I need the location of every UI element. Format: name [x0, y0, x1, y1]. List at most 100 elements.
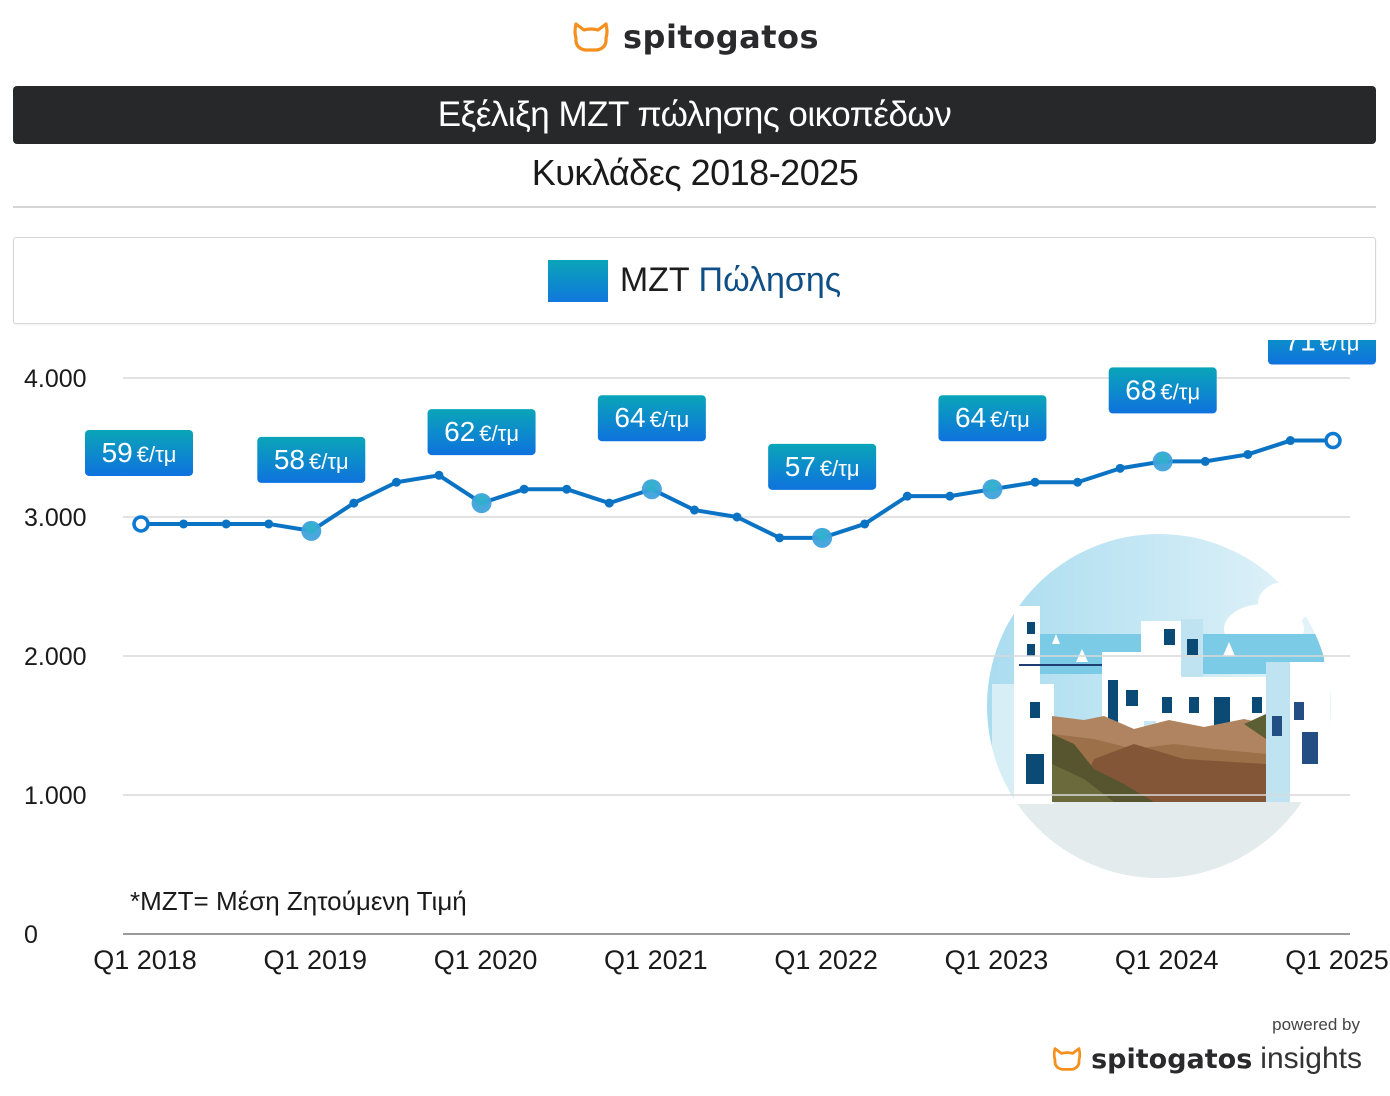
data-label: 58 €/τμ — [257, 436, 366, 483]
data-label-text: 68 €/τμ — [1125, 374, 1200, 405]
data-label: 64 €/τμ — [938, 395, 1047, 442]
data-label: 62 €/τμ — [427, 409, 536, 456]
y-tick-label: 4.000 — [24, 365, 87, 393]
data-label-unit: €/τμ — [137, 442, 177, 467]
x-tick-label: Q1 2025 — [1285, 945, 1389, 975]
data-point-endpoint — [132, 515, 150, 533]
data-label-unit: €/τμ — [309, 449, 349, 474]
data-label: 68 €/τμ — [1108, 367, 1217, 414]
y-axis-ticks: 0 1.000 2.000 3.000 4.000 — [24, 365, 87, 949]
footer-brand-name: spitogatos — [1091, 1043, 1253, 1075]
data-point — [264, 519, 274, 529]
series-line — [132, 431, 1342, 548]
brand-logo: spitogatos — [0, 18, 1390, 56]
data-point — [1073, 477, 1083, 487]
data-point — [1200, 456, 1210, 466]
cat-head-icon — [573, 22, 609, 52]
data-label-box — [1108, 367, 1217, 414]
data-point — [732, 512, 742, 522]
data-label-box — [427, 409, 536, 456]
cat-head-icon — [1052, 1047, 1082, 1071]
data-point — [519, 484, 529, 494]
data-point-highlight-glow — [1156, 452, 1169, 465]
data-label-box — [257, 436, 366, 483]
data-point-highlight-glow — [305, 521, 318, 534]
data-label-text: 59 €/τμ — [102, 437, 177, 468]
footer-logo: spitogatos insights — [1051, 1042, 1362, 1076]
data-label-text: 58 €/τμ — [274, 444, 349, 475]
data-label-unit: €/τμ — [650, 407, 690, 432]
data-label-unit: €/τμ — [990, 407, 1030, 432]
x-tick-label: Q1 2024 — [1115, 945, 1219, 975]
x-tick-label: Q1 2022 — [774, 945, 878, 975]
data-point — [860, 519, 870, 529]
data-label-box — [768, 443, 877, 490]
legend-label: ΜΖΤ Πώλησης — [620, 261, 841, 300]
x-tick-label: Q1 2021 — [604, 945, 708, 975]
data-label-box — [938, 395, 1047, 442]
data-point-highlight-glow — [645, 480, 658, 493]
legend: ΜΖΤ Πώλησης — [13, 237, 1376, 324]
cycladic-village-illustration — [987, 534, 1331, 878]
data-point — [391, 477, 401, 487]
header-divider — [13, 206, 1376, 208]
data-label-unit: €/τμ — [1320, 340, 1360, 356]
data-point — [604, 498, 614, 508]
data-label-value: 68 — [1125, 374, 1156, 405]
brand-name: spitogatos — [622, 18, 820, 56]
y-tick-label: 1.000 — [24, 782, 87, 810]
data-label-value: 64 — [955, 402, 986, 433]
data-label-unit: €/τμ — [820, 456, 860, 481]
x-tick-label: Q1 2020 — [434, 945, 538, 975]
data-label-value: 62 — [444, 416, 475, 447]
chart-subtitle: Κυκλάδες 2018-2025 — [531, 152, 859, 193]
footer-product-name: insights — [1260, 1042, 1362, 1075]
data-point — [689, 505, 699, 515]
chart-title: Εξέλιξη ΜΖΤ πώλησης οικοπέδων — [437, 95, 952, 134]
data-point — [562, 484, 572, 494]
y-tick-label: 3.000 — [24, 504, 87, 532]
data-point — [179, 519, 189, 529]
data-point-highlight-glow — [475, 494, 488, 507]
data-label-unit: €/τμ — [1160, 379, 1200, 404]
data-label-unit: €/τμ — [479, 421, 519, 446]
data-point — [1115, 463, 1125, 473]
data-label-text: 64 €/τμ — [614, 402, 689, 433]
data-point-highlight-glow — [816, 528, 829, 541]
legend-label-prefix: ΜΖΤ — [619, 261, 690, 299]
x-tick-label: Q1 2018 — [93, 945, 197, 975]
data-label-value: 58 — [274, 444, 305, 475]
data-label-box — [85, 429, 193, 476]
data-label-value: 71 — [1285, 340, 1316, 357]
data-label-value: 64 — [614, 402, 645, 433]
y-tick-label: 0 — [24, 921, 38, 949]
data-point — [221, 519, 231, 529]
legend-swatch — [547, 259, 608, 302]
data-point-highlight-glow — [986, 480, 999, 493]
data-label-box — [1268, 340, 1376, 365]
x-tick-label: Q1 2019 — [263, 945, 367, 975]
data-point — [1243, 449, 1253, 459]
data-label: 71 €/τμ — [1268, 340, 1376, 365]
data-label-value: 57 — [785, 451, 816, 482]
data-point — [775, 533, 785, 543]
data-point — [1285, 436, 1295, 446]
data-point-endpoint — [1324, 431, 1342, 450]
data-point — [945, 491, 955, 501]
footnote: *ΜΖΤ= Μέση Ζητούμενη Τιμή — [130, 886, 467, 916]
data-label-value: 59 — [102, 437, 133, 468]
data-label-text: 64 €/τμ — [955, 402, 1030, 433]
data-point — [349, 498, 359, 508]
x-axis-ticks: Q1 2018 Q1 2019 Q1 2020 Q1 2021 Q1 2022 Q1 20… — [93, 945, 1389, 975]
data-label-text: 71 €/τμ — [1285, 340, 1360, 357]
data-label: 59 €/τμ — [85, 429, 193, 476]
data-point — [902, 491, 912, 501]
data-label: 57 €/τμ — [768, 443, 877, 490]
powered-by-text: powered by — [1272, 1015, 1360, 1034]
data-point — [434, 470, 444, 480]
data-point — [1030, 477, 1040, 487]
title-bar: Εξέλιξη ΜΖΤ πώλησης οικοπέδων — [13, 86, 1376, 144]
data-label-text: 57 €/τμ — [785, 451, 860, 482]
